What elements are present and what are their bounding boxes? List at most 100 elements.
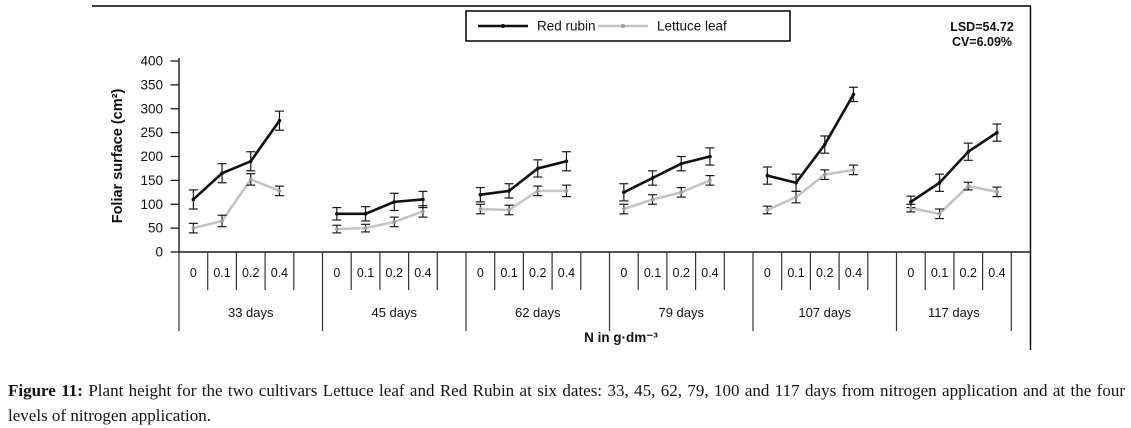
- series-line-lettuce-leaf: [766, 168, 854, 212]
- n-level-label: 0: [620, 266, 627, 280]
- series-line-red-rubin: [910, 131, 998, 203]
- data-point: [995, 130, 999, 135]
- figure-caption-label: Figure 11:: [8, 381, 83, 400]
- data-point: [937, 180, 942, 185]
- group-label: 62 days: [515, 305, 561, 320]
- series-line-lettuce-leaf: [623, 179, 711, 211]
- figure-caption-text: Plant height for the two cultivars Lettu…: [8, 381, 1126, 425]
- n-level-label: 0: [190, 266, 197, 280]
- data-point: [363, 226, 368, 230]
- series-line-red-rubin: [192, 119, 281, 201]
- y-tick-label: 200: [140, 149, 163, 164]
- data-point: [191, 226, 196, 230]
- data-point: [277, 118, 282, 123]
- data-point: [650, 176, 655, 180]
- data-point: [535, 166, 540, 171]
- data-point: [822, 172, 827, 177]
- y-tick-label: 300: [140, 101, 163, 116]
- data-point: [478, 192, 483, 197]
- error-bars: [188, 86, 1002, 234]
- data-point: [708, 178, 712, 183]
- n-level-label: 0.2: [816, 266, 833, 280]
- data-point: [794, 195, 798, 199]
- n-level-label: 0.1: [644, 266, 661, 280]
- n-level-label: 0.4: [558, 266, 575, 280]
- data-point-markers: [191, 92, 999, 231]
- y-tick-label: 100: [140, 197, 163, 212]
- legend-marker-lettuce-leaf: [621, 24, 625, 28]
- n-level-label: 0.1: [213, 266, 230, 280]
- legend-label-lettuce-leaf: Lettuce leaf: [657, 19, 727, 34]
- y-tick-label: 0: [155, 245, 163, 260]
- data-point: [421, 197, 425, 202]
- group-label: 45 days: [371, 305, 417, 320]
- series-line-lettuce-leaf: [336, 210, 424, 231]
- data-point: [248, 177, 253, 182]
- data-point: [335, 212, 339, 216]
- data-point: [765, 208, 770, 212]
- series-line-lettuce-leaf: [193, 178, 280, 230]
- y-tick-label: 250: [140, 125, 163, 140]
- data-point: [335, 227, 339, 231]
- figure-caption: Figure 11: Plant height for the two cult…: [0, 374, 1131, 428]
- data-point: [478, 207, 483, 211]
- figure-11-container: Red rubin Lettuce leaf LSD=54.72 CV=6.09…: [8, 5, 1126, 425]
- n-level-label: 0: [333, 266, 340, 280]
- data-point: [794, 180, 798, 185]
- legend-marker-red-rubin: [501, 24, 505, 28]
- data-point: [765, 173, 770, 178]
- n-level-label: 0.2: [673, 266, 690, 280]
- group-label: 107 days: [798, 305, 851, 320]
- data-point: [277, 189, 282, 193]
- series-line-red-rubin: [767, 93, 855, 185]
- legend-label-red-rubin: Red rubin: [537, 19, 596, 34]
- data-point: [851, 168, 856, 172]
- y-tick-label: 150: [140, 173, 163, 188]
- n-level-label: 0.1: [357, 266, 374, 280]
- legend: Red rubin Lettuce leaf: [465, 10, 791, 42]
- data-point: [822, 142, 827, 147]
- x-axis-title: N in g·dm⁻³: [584, 330, 658, 345]
- data-point: [392, 200, 397, 204]
- series-lines: [192, 93, 998, 231]
- series-line-lettuce-leaf: [910, 184, 998, 216]
- data-point: [650, 197, 655, 202]
- data-point: [363, 212, 368, 216]
- data-point: [191, 197, 196, 202]
- group-label: 79 days: [658, 305, 704, 320]
- n-level-label: 0: [907, 266, 914, 280]
- foliar-surface-chart: Red rubin Lettuce leaf LSD=54.72 CV=6.09…: [92, 5, 1032, 350]
- data-point: [421, 209, 425, 214]
- group-label: 117 days: [928, 305, 980, 320]
- n-level-label: 0.1: [787, 266, 804, 280]
- data-point: [507, 189, 511, 193]
- data-point: [679, 161, 684, 166]
- n-level-label: 0.1: [931, 266, 948, 280]
- n-level-label: 0.4: [701, 266, 718, 280]
- n-level-label: 0.4: [845, 266, 862, 280]
- group-label: 33 days: [228, 305, 274, 320]
- n-level-label: 0: [764, 266, 771, 280]
- n-level-label: 0: [477, 266, 484, 280]
- data-point: [966, 149, 971, 154]
- data-point: [995, 190, 999, 194]
- data-point: [909, 206, 913, 210]
- x-axis-ticks: 0 0.1 0.2 0.4 33 days 0 0.1 0.2 0.4 45 days 0 0.1 0.…: [178, 252, 1012, 331]
- data-point: [392, 220, 397, 224]
- data-point: [909, 200, 913, 204]
- data-point: [679, 190, 684, 195]
- data-point: [937, 212, 942, 216]
- data-point: [220, 171, 224, 176]
- data-point: [535, 189, 540, 193]
- y-axis-title: Foliar surface (cm²): [110, 89, 126, 224]
- n-level-label: 0.1: [500, 266, 517, 280]
- n-level-label: 0.2: [529, 266, 546, 280]
- data-point: [966, 184, 971, 188]
- data-point: [622, 190, 626, 195]
- y-axis-ticks: 0 50 100 150 200 250 300 350 400: [140, 54, 179, 260]
- data-point: [248, 159, 253, 164]
- series-line-red-rubin: [336, 198, 424, 216]
- series-line-red-rubin: [480, 160, 567, 196]
- data-point: [220, 219, 224, 223]
- y-tick-label: 50: [148, 221, 163, 236]
